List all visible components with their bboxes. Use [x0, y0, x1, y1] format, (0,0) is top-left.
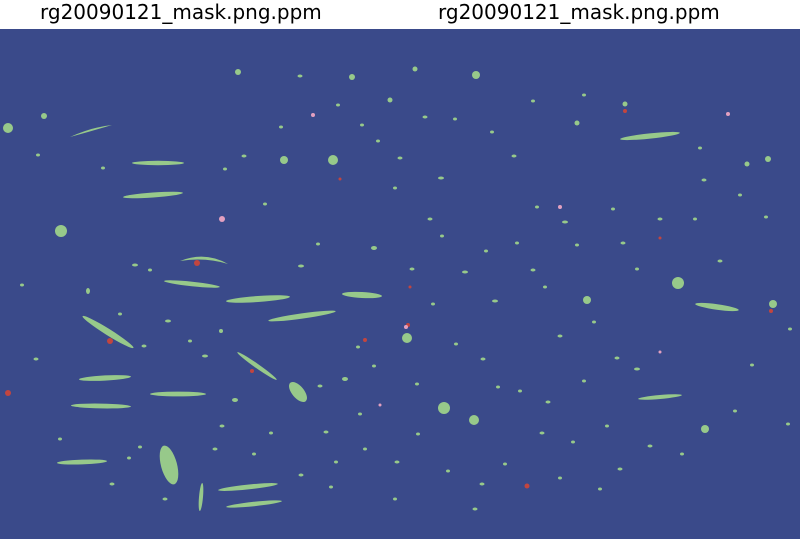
red-particles: [5, 109, 773, 489]
mask-background: [0, 29, 800, 539]
elongated-organisms: [57, 125, 739, 511]
round-organisms: [3, 66, 777, 433]
panel-title-right: rg20090121_mask.png.ppm: [438, 0, 720, 24]
segmentation-mask-image: [0, 29, 800, 539]
panel-title-left: rg20090121_mask.png.ppm: [40, 0, 322, 24]
small-particles: [20, 74, 792, 511]
pink-particles: [219, 112, 730, 407]
title-bar: rg20090121_mask.png.ppm rg20090121_mask.…: [0, 0, 800, 29]
